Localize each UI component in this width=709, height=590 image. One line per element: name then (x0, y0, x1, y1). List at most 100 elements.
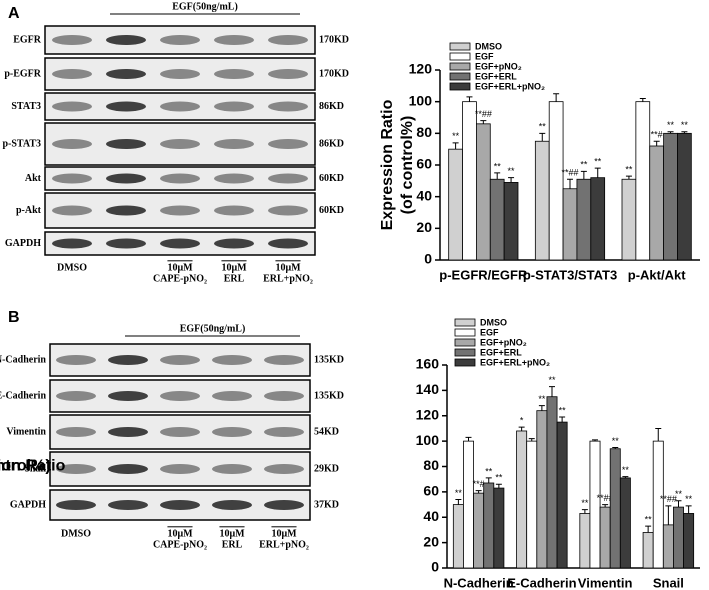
band (160, 238, 200, 249)
bar (609, 448, 621, 569)
protein-label: Vimentin (6, 426, 46, 437)
y-tick-label: 120 (416, 406, 440, 422)
error-bar (639, 98, 646, 102)
significance: * (520, 416, 524, 426)
error-bar (508, 177, 515, 183)
y-axis-label: Expression Ratio (0, 458, 66, 475)
significance: ** (681, 120, 689, 130)
lane-label: 10μM (167, 528, 193, 539)
y-axis-label: (of Control%) (0, 458, 51, 475)
significance: ** (494, 161, 502, 171)
band (106, 101, 146, 112)
bar (526, 440, 538, 569)
bar (548, 101, 564, 261)
band (108, 500, 148, 510)
bar (619, 477, 631, 569)
band (160, 35, 200, 45)
band (160, 500, 200, 510)
error-bar (625, 175, 632, 180)
y-tick-label: 160 (416, 356, 440, 372)
legend-swatch (449, 72, 471, 81)
bar (673, 506, 684, 569)
y-tick-label: 100 (416, 432, 440, 448)
y-tick-label: 80 (423, 457, 439, 473)
bar (516, 430, 528, 569)
significance: ** (539, 122, 547, 132)
size-label: 60KD (319, 205, 344, 216)
band (268, 69, 308, 79)
y-tick-label: 0 (431, 559, 439, 575)
legend-swatch (449, 42, 471, 51)
lane-label: 10μM (275, 262, 301, 273)
legend-label: EGF+pNO₂ (480, 337, 527, 347)
legend-swatch (454, 318, 476, 327)
panel-letter: A (8, 5, 20, 22)
bar (662, 524, 674, 569)
error-bar (495, 483, 502, 489)
significance: ** (485, 466, 493, 476)
bar (475, 123, 491, 261)
lane-label: ERL+pNO₂ (263, 273, 313, 284)
band (212, 500, 252, 510)
protein-label: Akt (25, 173, 42, 184)
treatment-label: EGF(50ng/mL) (172, 1, 238, 12)
protein-label: Snail (24, 463, 46, 474)
size-label: 37KD (314, 499, 339, 510)
bar (562, 188, 578, 261)
significance: ** (612, 436, 620, 446)
legend-swatch (449, 52, 471, 61)
error-bar (548, 386, 555, 397)
band (52, 101, 92, 112)
error-bar (465, 436, 472, 442)
significance: ** (495, 473, 503, 483)
error-bar (494, 172, 501, 180)
protein-label: p-EGFR (4, 68, 41, 79)
y-tick-label: 140 (416, 381, 440, 397)
band (264, 427, 304, 437)
band (52, 205, 92, 216)
size-label: 170KD (319, 34, 349, 45)
band (214, 101, 254, 112)
error-bar (592, 439, 599, 442)
y-tick-label: 100 (409, 92, 433, 108)
band (108, 464, 148, 474)
band (56, 500, 96, 510)
treatment-label: EGF(50ng/mL) (180, 323, 246, 334)
error-bar (612, 446, 619, 449)
protein-label: GAPDH (5, 238, 41, 249)
lane-label: CAPE-pNO₂ (153, 273, 207, 284)
significance: ** (508, 166, 516, 176)
protein-label: N-Cadherin (0, 354, 46, 365)
bar (635, 101, 651, 261)
protein-label: E-Cadherin (0, 390, 46, 401)
y-tick-label: 40 (416, 187, 432, 203)
band (108, 391, 148, 401)
band (160, 355, 200, 365)
band (56, 391, 96, 401)
band (106, 173, 146, 184)
error-bar (539, 132, 546, 142)
band (268, 139, 308, 149)
band (264, 500, 304, 510)
error-bar (685, 505, 692, 514)
lane-label: ERL+pNO₂ (259, 539, 309, 550)
significance: ** (452, 131, 460, 141)
significance: ** (559, 405, 567, 415)
error-bar (667, 131, 674, 134)
band (108, 355, 148, 365)
significance: ** (594, 157, 602, 167)
bar (452, 504, 464, 569)
band (268, 173, 308, 184)
lane-label: ERL (222, 539, 243, 550)
bar (621, 178, 637, 261)
bar (590, 177, 606, 261)
band (160, 464, 200, 474)
significance: **## (597, 493, 614, 503)
error-bar (580, 170, 587, 180)
band (212, 391, 252, 401)
error-bar (559, 416, 566, 423)
size-label: 86KD (319, 138, 344, 149)
error-bar (622, 476, 629, 478)
bar (556, 421, 568, 569)
